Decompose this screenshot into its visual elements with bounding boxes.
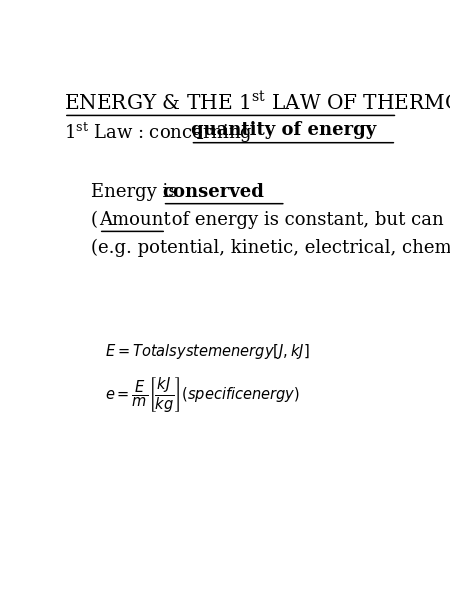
Text: ENERGY & THE 1$^{\mathregular{st}}$ LAW OF THERMO.: ENERGY & THE 1$^{\mathregular{st}}$ LAW … [64,91,450,113]
Text: quantity of energy: quantity of energy [190,121,376,139]
Text: Amount: Amount [99,211,171,229]
Text: $e = \dfrac{E}{m} \left[\dfrac{kJ}{kg}\right] (specificenergy)$: $e = \dfrac{E}{m} \left[\dfrac{kJ}{kg}\r… [105,374,300,413]
Text: conserved: conserved [162,183,265,201]
Text: (e.g. potential, kinetic, electrical, chemic: (e.g. potential, kinetic, electrical, ch… [91,238,450,257]
Text: $E = Totalsystemenergy[J, kJ]$: $E = Totalsystemenergy[J, kJ]$ [105,342,310,361]
Text: Energy is: Energy is [91,183,184,201]
Text: of energy is constant, but can c: of energy is constant, but can c [166,211,450,229]
Text: (: ( [91,211,98,229]
Text: 1$^{\mathregular{st}}$ Law : concerning: 1$^{\mathregular{st}}$ Law : concerning [64,121,253,145]
